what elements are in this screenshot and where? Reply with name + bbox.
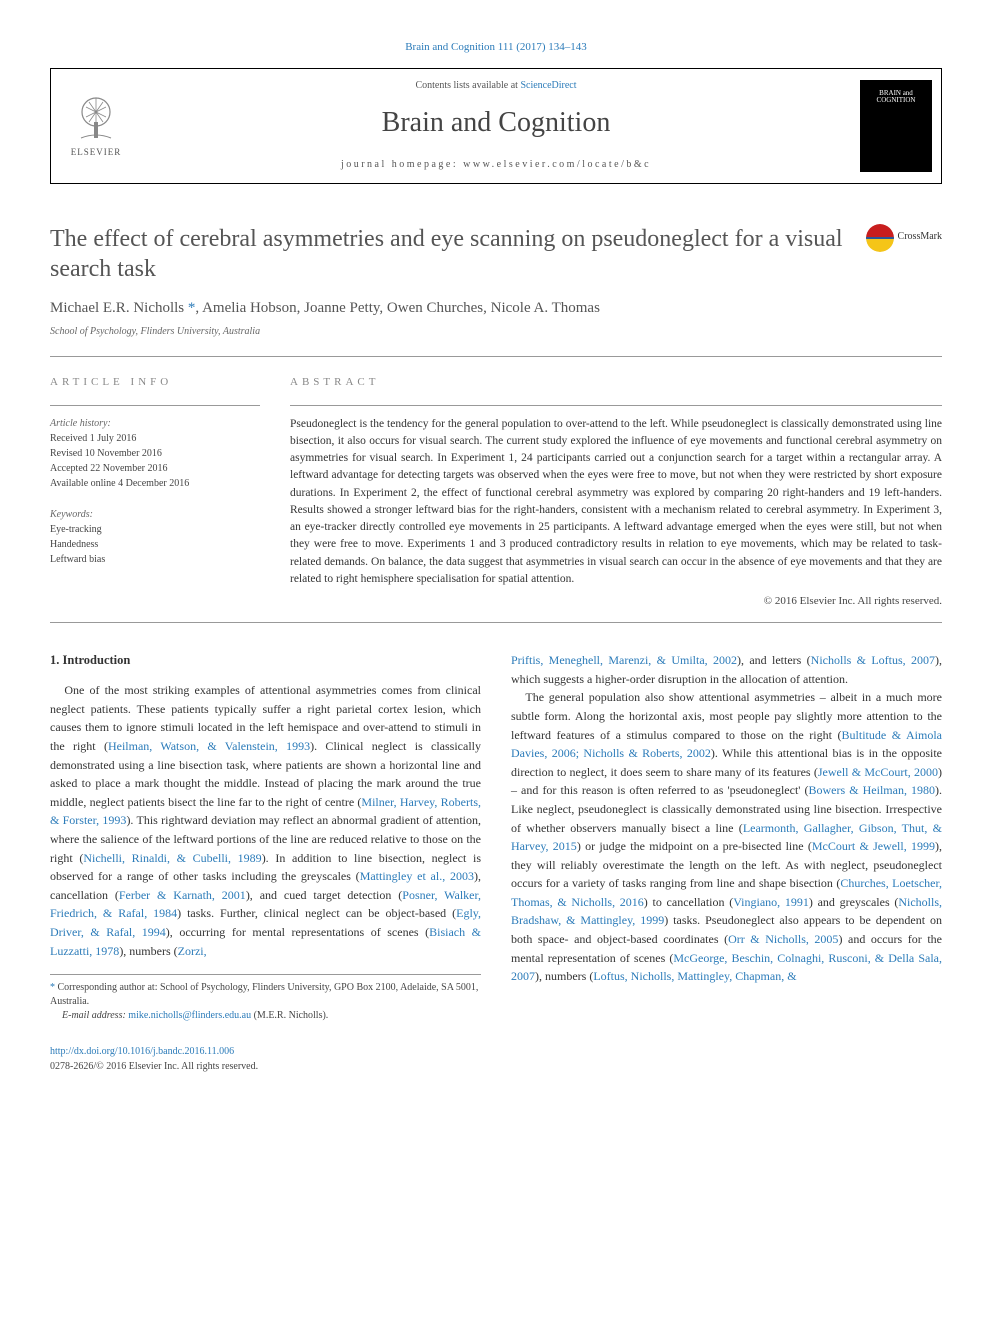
body-col-left: 1. Introduction One of the most striking… bbox=[50, 651, 481, 1023]
citation-link[interactable]: Vingiano, 1991 bbox=[733, 895, 809, 909]
elsevier-tree-icon bbox=[71, 92, 121, 142]
contents-prefix: Contents lists available at bbox=[415, 80, 520, 91]
email-attribution: (M.E.R. Nicholls). bbox=[251, 1010, 328, 1021]
crossmark-icon bbox=[866, 224, 894, 252]
rule-info bbox=[50, 405, 260, 406]
article-info-column: ARTICLE INFO Article history: Received 1… bbox=[50, 375, 260, 610]
abstract-copyright: © 2016 Elsevier Inc. All rights reserved… bbox=[290, 594, 942, 610]
homepage-line: journal homepage: www.elsevier.com/locat… bbox=[341, 158, 651, 173]
journal-name: Brain and Cognition bbox=[382, 103, 611, 144]
body-columns: 1. Introduction One of the most striking… bbox=[50, 651, 942, 1023]
body-col-right: Priftis, Meneghell, Marenzi, & Umilta, 2… bbox=[511, 651, 942, 1023]
cover-thumbnail-container: BRAIN and COGNITION bbox=[851, 69, 941, 183]
info-abstract-row: ARTICLE INFO Article history: Received 1… bbox=[50, 357, 942, 622]
sciencedirect-link[interactable]: ScienceDirect bbox=[520, 80, 576, 91]
citation-link[interactable]: Bowers & Heilman, 1980 bbox=[809, 783, 935, 797]
citation-link[interactable]: Jewell & McCourt, 2000 bbox=[818, 765, 938, 779]
intro-paragraph-2: The general population also show attenti… bbox=[511, 688, 942, 986]
email-label: E-mail address: bbox=[62, 1010, 128, 1021]
publisher-name: ELSEVIER bbox=[71, 146, 122, 159]
citation-link[interactable]: Nichelli, Rinaldi, & Cubelli, 1989 bbox=[83, 851, 261, 865]
email-link[interactable]: mike.nicholls@flinders.edu.au bbox=[128, 1010, 251, 1021]
abstract-column: ABSTRACT Pseudoneglect is the tendency f… bbox=[290, 375, 942, 610]
intro-paragraph-1: One of the most striking examples of att… bbox=[50, 681, 481, 960]
intro-heading: 1. Introduction bbox=[50, 651, 481, 669]
online-date: Available online 4 December 2016 bbox=[50, 476, 260, 491]
contents-line: Contents lists available at ScienceDirec… bbox=[415, 79, 576, 94]
citation-link[interactable]: Ferber & Karnath, 2001 bbox=[119, 888, 246, 902]
abstract-label: ABSTRACT bbox=[290, 375, 942, 391]
crossmark-label: CrossMark bbox=[898, 230, 942, 245]
article-info-label: ARTICLE INFO bbox=[50, 375, 260, 391]
keyword: Handedness bbox=[50, 537, 260, 552]
keyword: Eye-tracking bbox=[50, 522, 260, 537]
keywords-heading: Keywords: bbox=[50, 507, 260, 522]
page-footer: http://dx.doi.org/10.1016/j.bandc.2016.1… bbox=[50, 1045, 942, 1074]
title-row: The effect of cerebral asymmetries and e… bbox=[50, 224, 942, 284]
article-history: Article history: Received 1 July 2016 Re… bbox=[50, 416, 260, 491]
top-citation[interactable]: Brain and Cognition 111 (2017) 134–143 bbox=[50, 40, 942, 56]
citation-link[interactable]: Orr & Nicholls, 2005 bbox=[728, 932, 838, 946]
rule-abstract bbox=[290, 405, 942, 406]
footnotes: * Corresponding author at: School of Psy… bbox=[50, 974, 481, 1023]
journal-cover[interactable]: BRAIN and COGNITION bbox=[860, 80, 932, 172]
keyword: Leftward bias bbox=[50, 552, 260, 567]
accepted-date: Accepted 22 November 2016 bbox=[50, 461, 260, 476]
corresponding-asterisk[interactable]: * bbox=[188, 300, 196, 316]
citation-link[interactable]: Nicholls & Loftus, 2007 bbox=[811, 653, 935, 667]
keywords-block: Keywords: Eye-tracking Handedness Leftwa… bbox=[50, 507, 260, 567]
journal-header: ELSEVIER Contents lists available at Sci… bbox=[50, 68, 942, 184]
citation-link[interactable]: Heilman, Watson, & Valenstein, 1993 bbox=[108, 739, 310, 753]
authors-line: Michael E.R. Nicholls *, Amelia Hobson, … bbox=[50, 298, 942, 320]
header-center: Contents lists available at ScienceDirec… bbox=[141, 69, 851, 183]
article-title: The effect of cerebral asymmetries and e… bbox=[50, 224, 850, 284]
issn-copyright: 0278-2626/© 2016 Elsevier Inc. All right… bbox=[50, 1061, 258, 1072]
email-footnote: E-mail address: mike.nicholls@flinders.e… bbox=[50, 1009, 481, 1023]
citation-link[interactable]: Zorzi, bbox=[178, 944, 207, 958]
homepage-url[interactable]: www.elsevier.com/locate/b&c bbox=[463, 159, 651, 170]
corresponding-footnote: * Corresponding author at: School of Psy… bbox=[50, 981, 481, 1009]
citation-link[interactable]: Loftus, Nicholls, Mattingley, Chapman, & bbox=[593, 969, 796, 983]
citation-link[interactable]: Mattingley et al., 2003 bbox=[360, 869, 474, 883]
received-date: Received 1 July 2016 bbox=[50, 431, 260, 446]
intro-paragraph-1-cont: Priftis, Meneghell, Marenzi, & Umilta, 2… bbox=[511, 651, 942, 688]
doi-link[interactable]: http://dx.doi.org/10.1016/j.bandc.2016.1… bbox=[50, 1046, 234, 1057]
citation-link[interactable]: McCourt & Jewell, 1999 bbox=[812, 839, 935, 853]
affiliation: School of Psychology, Flinders Universit… bbox=[50, 325, 942, 340]
homepage-prefix: journal homepage: bbox=[341, 159, 463, 170]
rule-bottom bbox=[50, 622, 942, 623]
publisher-logo[interactable]: ELSEVIER bbox=[51, 69, 141, 183]
abstract-text: Pseudoneglect is the tendency for the ge… bbox=[290, 416, 942, 589]
citation-link[interactable]: Priftis, Meneghell, Marenzi, & Umilta, 2… bbox=[511, 653, 737, 667]
revised-date: Revised 10 November 2016 bbox=[50, 446, 260, 461]
history-heading: Article history: bbox=[50, 416, 260, 431]
crossmark-badge[interactable]: CrossMark bbox=[866, 224, 942, 252]
